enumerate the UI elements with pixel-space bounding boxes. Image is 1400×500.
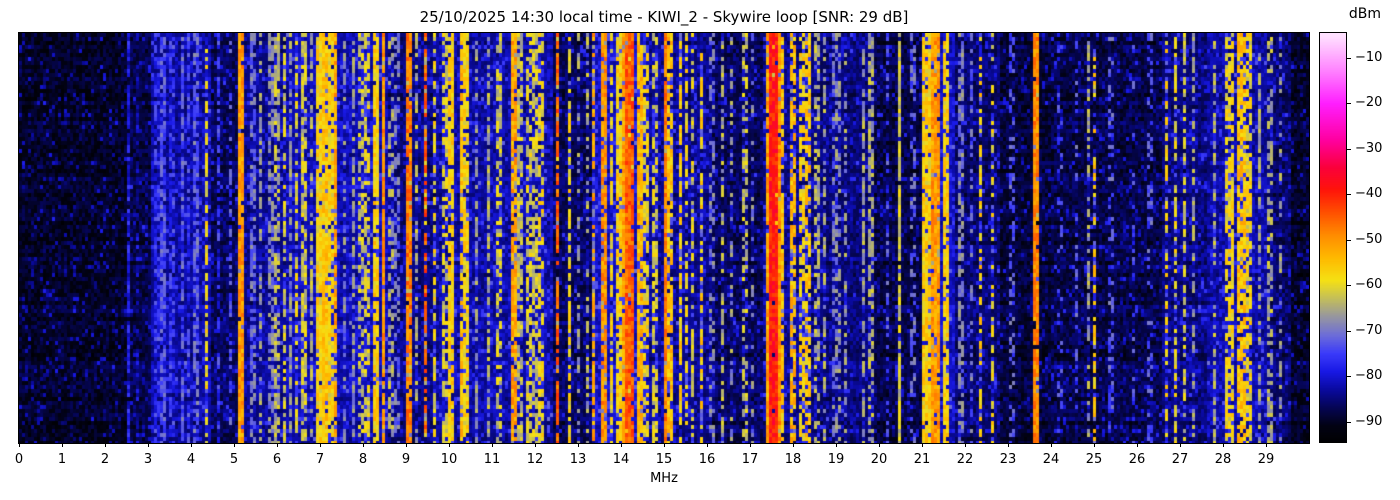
x-tick-mark [535, 443, 536, 447]
x-tick-mark [1008, 443, 1009, 447]
colorbar-label: dBm [1348, 6, 1382, 22]
colorbar-gradient [1320, 33, 1346, 442]
colorbar-tick-mark [1347, 376, 1351, 377]
x-tick-label: 3 [143, 452, 153, 467]
colorbar-tick-mark [1347, 103, 1351, 104]
x-tick-mark [320, 443, 321, 447]
x-tick-label: 20 [870, 452, 888, 467]
x-tick-mark [793, 443, 794, 447]
x-tick-label: 2 [100, 452, 110, 467]
x-tick-label: 29 [1257, 452, 1275, 467]
x-tick-mark [492, 443, 493, 447]
x-tick-label: 25 [1085, 452, 1103, 467]
x-tick-mark [105, 443, 106, 447]
x-tick-mark [1094, 443, 1095, 447]
colorbar-tick-label: −20 [1355, 95, 1383, 110]
x-tick-mark [62, 443, 63, 447]
colorbar-tick-mark [1347, 331, 1351, 332]
colorbar-tick-label: −70 [1355, 323, 1383, 338]
colorbar-tick-mark [1347, 58, 1351, 59]
chart-title: 25/10/2025 14:30 local time - KIWI_2 - S… [419, 8, 909, 26]
x-tick-mark [148, 443, 149, 447]
x-tick-mark [879, 443, 880, 447]
x-tick-label: 17 [741, 452, 759, 467]
x-tick-label: 22 [956, 452, 974, 467]
x-tick-label: 21 [913, 452, 931, 467]
colorbar-tick-label: −90 [1355, 414, 1383, 429]
colorbar-tick-label: −80 [1355, 368, 1383, 383]
x-tick-mark [621, 443, 622, 447]
x-tick-label: 18 [784, 452, 802, 467]
x-tick-label: 5 [229, 452, 239, 467]
x-tick-mark [234, 443, 235, 447]
x-tick-label: 0 [14, 452, 24, 467]
x-tick-mark [750, 443, 751, 447]
x-tick-mark [578, 443, 579, 447]
x-tick-mark [277, 443, 278, 447]
x-tick-label: 10 [440, 452, 458, 467]
x-tick-label: 27 [1171, 452, 1189, 467]
x-tick-mark [922, 443, 923, 447]
x-tick-label: 24 [1042, 452, 1060, 467]
colorbar-tick-label: −40 [1355, 186, 1383, 201]
colorbar-tick-mark [1347, 422, 1351, 423]
x-tick-label: 14 [612, 452, 630, 467]
colorbar-tick-mark [1347, 149, 1351, 150]
x-tick-mark [363, 443, 364, 447]
x-tick-label: 28 [1214, 452, 1232, 467]
colorbar-tick-label: −30 [1355, 141, 1383, 156]
x-axis-label: MHz [650, 471, 678, 486]
x-tick-label: 4 [186, 452, 196, 467]
x-tick-mark [449, 443, 450, 447]
x-tick-label: 11 [483, 452, 501, 467]
x-tick-label: 7 [315, 452, 325, 467]
x-tick-mark [1137, 443, 1138, 447]
colorbar-tick-label: −50 [1355, 232, 1383, 247]
x-tick-label: 9 [401, 452, 411, 467]
colorbar-tick-mark [1347, 285, 1351, 286]
x-tick-label: 16 [698, 452, 716, 467]
x-tick-mark [965, 443, 966, 447]
colorbar-tick-mark [1347, 240, 1351, 241]
x-tick-label: 19 [827, 452, 845, 467]
colorbar-tick-label: −60 [1355, 277, 1383, 292]
x-tick-mark [836, 443, 837, 447]
waterfall-heatmap [19, 33, 1309, 443]
x-tick-label: 12 [526, 452, 544, 467]
x-tick-mark [664, 443, 665, 447]
x-tick-mark [191, 443, 192, 447]
x-tick-mark [1223, 443, 1224, 447]
x-tick-mark [1266, 443, 1267, 447]
x-tick-mark [707, 443, 708, 447]
x-tick-mark [19, 443, 20, 447]
x-tick-label: 1 [57, 452, 67, 467]
x-tick-mark [1051, 443, 1052, 447]
colorbar [1319, 32, 1347, 443]
colorbar-tick-mark [1347, 194, 1351, 195]
x-tick-label: 26 [1128, 452, 1146, 467]
waterfall-plot-area [18, 32, 1310, 444]
x-tick-label: 6 [272, 452, 282, 467]
colorbar-tick-label: −10 [1355, 50, 1383, 65]
x-tick-mark [406, 443, 407, 447]
x-tick-label: 15 [655, 452, 673, 467]
x-tick-label: 8 [358, 452, 368, 467]
x-tick-label: 13 [569, 452, 587, 467]
x-tick-mark [1180, 443, 1181, 447]
x-tick-label: 23 [999, 452, 1017, 467]
